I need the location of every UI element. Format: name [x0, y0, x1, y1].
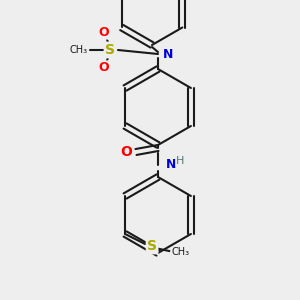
- Text: N: N: [166, 158, 176, 172]
- Text: CH₃: CH₃: [70, 45, 88, 55]
- Text: CH₃: CH₃: [171, 247, 189, 257]
- Text: S: S: [147, 239, 157, 253]
- Text: H: H: [176, 156, 184, 166]
- Text: N: N: [163, 47, 173, 61]
- Text: S: S: [105, 43, 115, 57]
- Text: O: O: [99, 26, 109, 39]
- Text: O: O: [120, 145, 132, 159]
- Text: O: O: [99, 61, 109, 74]
